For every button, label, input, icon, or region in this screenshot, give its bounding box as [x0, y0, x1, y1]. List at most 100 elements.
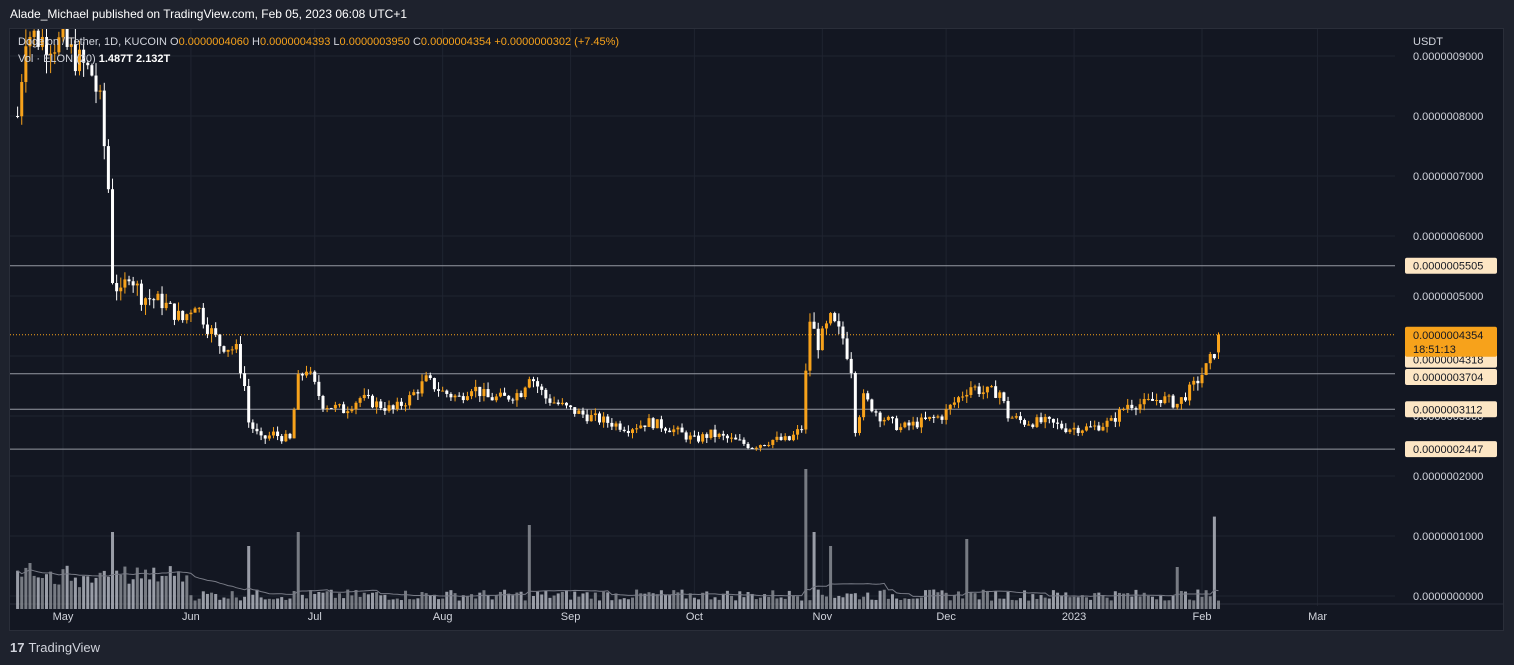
level-tag: 0.0000003112 — [1405, 401, 1497, 418]
chart-canvas[interactable]: USDT 0.0000009000 0.0000008000 0.0000007000… — [10, 29, 1503, 630]
volume-bar — [1142, 592, 1146, 609]
candle-body — [969, 387, 973, 395]
candle-body — [259, 431, 263, 436]
volume-bar — [684, 598, 688, 609]
candle-body — [292, 409, 296, 439]
volume-bar — [1002, 598, 1006, 609]
candle-body — [540, 386, 544, 390]
volume-bar — [160, 575, 164, 609]
candle-body — [523, 387, 527, 398]
candle-body — [144, 298, 148, 305]
volume-bar — [1183, 591, 1187, 609]
volume-bar — [618, 599, 622, 609]
candle-body — [271, 431, 275, 436]
volume-bar — [1051, 590, 1055, 609]
volume-bar — [1089, 599, 1093, 609]
candle-body — [631, 429, 634, 434]
x-tick-label: Oct — [686, 611, 703, 623]
candle-body — [742, 439, 746, 444]
candle-body — [787, 436, 791, 441]
candle-body — [1006, 401, 1010, 419]
candle-body — [119, 287, 123, 292]
candle-body — [1188, 384, 1192, 401]
legend-symbol[interactable]: Dogelon / Tether, 1D, KUCOIN — [18, 36, 167, 48]
candle-body — [668, 430, 672, 433]
candle-body — [911, 421, 915, 426]
volume-bar — [990, 600, 994, 609]
volume-bar — [432, 594, 436, 609]
volume-bar — [796, 596, 800, 609]
volume-bar — [441, 598, 445, 609]
candle-body — [337, 404, 341, 406]
price-axis: USDT 0.0000009000 0.0000008000 0.0000007000… — [1405, 36, 1497, 603]
volume-bar — [284, 599, 288, 609]
candle-body — [511, 399, 515, 401]
volume-bar — [226, 598, 230, 609]
volume-bar — [651, 593, 655, 609]
volume-bar — [32, 575, 36, 609]
candle-body — [610, 422, 614, 427]
volume-bar — [936, 592, 940, 609]
candle-body — [65, 29, 69, 47]
volume-bar — [478, 592, 482, 609]
chart-frame[interactable]: USDT 0.0000009000 0.0000008000 0.0000007000… — [9, 28, 1504, 631]
volume-bar — [127, 583, 131, 609]
candle-body — [1027, 424, 1031, 426]
candle-body — [1171, 395, 1175, 408]
x-tick-label: Sep — [561, 611, 581, 623]
candle-body — [915, 421, 919, 428]
tradingview-logo[interactable]: 17 TradingView — [10, 640, 100, 655]
candle-body — [218, 334, 222, 347]
candle-body — [717, 433, 721, 437]
candle-body — [697, 435, 701, 442]
volume-bar — [668, 594, 672, 609]
volume-bar — [276, 598, 280, 609]
volume-bar — [329, 589, 333, 609]
candle-body — [1060, 423, 1064, 429]
volume-bar — [994, 591, 998, 609]
candle-body — [28, 37, 32, 47]
volume-bar — [1208, 596, 1212, 609]
candle-body — [98, 90, 102, 92]
x-tick-label: Aug — [433, 611, 453, 623]
volume-bar — [957, 591, 961, 609]
level-tag-box — [1405, 441, 1497, 458]
legend-low: 0.0000003950 — [339, 36, 410, 48]
volume-bar — [569, 599, 573, 609]
candle-body — [139, 283, 143, 305]
candle-body — [705, 434, 709, 438]
volume-bar — [924, 590, 928, 609]
candle-body — [325, 408, 329, 410]
candle-body — [478, 386, 482, 397]
volume-bar — [218, 599, 222, 609]
volume-bar — [168, 566, 172, 609]
legend-vol-label[interactable]: Vol · ELON (20) — [18, 53, 96, 65]
volume-bar — [144, 569, 148, 609]
volume-bar — [713, 597, 717, 609]
volume-bar — [779, 597, 783, 609]
volume-bar — [701, 592, 705, 609]
volume-bar — [337, 593, 341, 609]
y-tick-label: 0.0000007000 — [1413, 171, 1483, 183]
candle-body — [1089, 426, 1093, 428]
volume-bar — [845, 593, 849, 609]
volume-bar — [1006, 591, 1010, 609]
candle-body — [680, 427, 684, 433]
volume-bar — [928, 589, 932, 609]
volume-bar — [201, 591, 205, 609]
volume-bar — [1212, 516, 1216, 609]
volume-bar — [1163, 600, 1167, 609]
legend-volume-row: Vol · ELON (20) 1.487T 2.132T — [18, 51, 619, 68]
volume-bar — [333, 597, 337, 609]
candle-body — [1208, 354, 1212, 364]
candle-body — [1192, 380, 1196, 385]
candle-body — [1138, 404, 1142, 410]
volume-bar — [544, 590, 548, 609]
volume-bar — [189, 595, 193, 609]
candle-body — [1039, 417, 1043, 423]
candle-body — [589, 415, 593, 422]
volume-bar — [474, 598, 478, 609]
volume-bar — [482, 590, 486, 609]
candle-body — [659, 419, 663, 429]
volume-bar — [490, 599, 494, 609]
